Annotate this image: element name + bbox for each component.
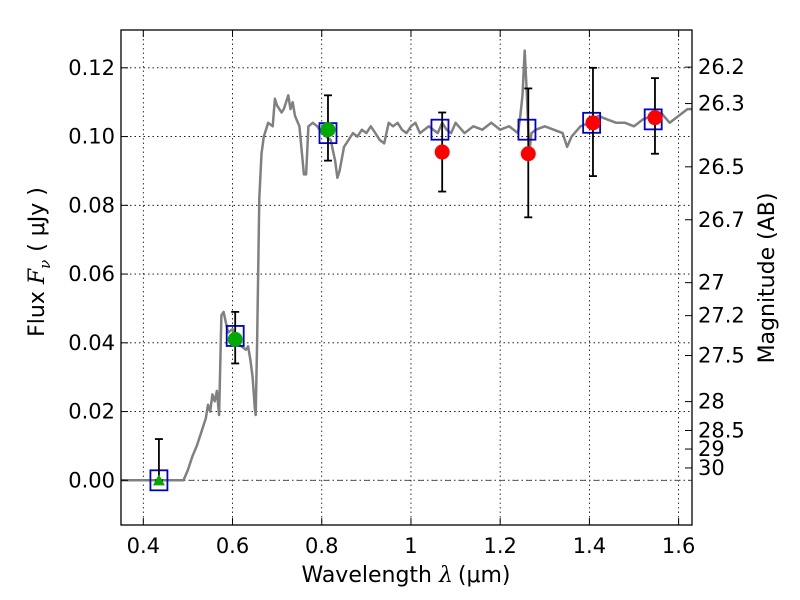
model-square-marker [517,118,537,141]
spectrum-line [121,49,692,482]
y-tick-label: 0.04 [68,331,115,355]
detection-circle-marker [227,331,243,347]
x-tick-label: 0.6 [216,534,249,558]
right-tick-label: 30 [698,456,725,480]
y-tick-label: 0.12 [68,56,115,80]
detection-circle-marker [585,115,601,131]
right-tick-label: 26.3 [698,92,745,116]
x-tick-label: 1.6 [662,534,695,558]
detections-layer [152,66,663,486]
detection-circle-marker [647,110,663,126]
x-tick-label: 1 [404,534,417,558]
y-axis-label: Flux Fν( μJy ) [25,187,54,337]
x-axis: 0.4 0.6 0.8 1 1.2 1.4 1.6 [127,30,695,558]
y-tick-label: 0.08 [68,193,115,217]
right-tick-label: 27.5 [698,344,745,368]
right-axis-label: Magnitude (AB) [755,193,780,364]
model-photometry-layer [149,108,663,492]
x-tick-label: 1.4 [573,534,606,558]
detection-circle-marker [320,122,336,138]
right-tick-label: 29 [698,437,725,461]
x-axis-label: Wavelength λ (μm) [301,563,510,588]
model-square-marker [430,118,450,141]
detection-circle-marker [434,144,450,160]
spectrum-layer [121,49,692,482]
y-axis-left: 0.00 0.02 0.04 0.06 0.08 0.10 0.12 [68,56,128,492]
right-tick-label: 26.7 [698,208,745,232]
y-tick-label: 0.10 [68,125,115,149]
plot-frame [120,29,693,526]
x-tick-label: 0.4 [127,534,160,558]
y-tick-label: 0.02 [68,400,115,424]
right-tick-label: 27.2 [698,304,745,328]
y-tick-label: 0.00 [68,468,115,492]
x-tick-label: 0.8 [305,534,338,558]
grid [121,30,692,525]
right-tick-label: 28 [698,390,725,414]
right-tick-label: 28.5 [698,418,745,442]
right-tick-label: 26.2 [698,55,745,79]
right-tick-label: 26.5 [698,155,745,179]
detection-triangle-marker [152,474,165,486]
right-tick-label: 27 [698,271,725,295]
y-tick-label: 0.06 [68,262,115,286]
x-tick-label: 1.2 [483,534,516,558]
detection-circle-marker [520,146,536,162]
